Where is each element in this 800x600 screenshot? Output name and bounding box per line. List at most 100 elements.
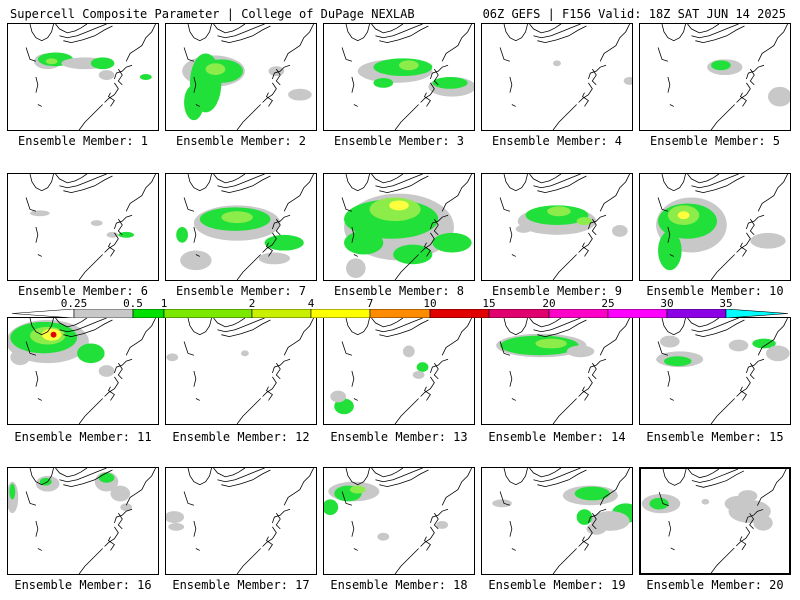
colorbar-tick-label: 35: [719, 297, 733, 310]
member-caption-12: Ensemble Member: 12: [172, 430, 310, 444]
coastline: [667, 226, 671, 243]
scp-area-gray: [166, 353, 179, 362]
coastline: [379, 25, 429, 44]
coastline: [262, 526, 277, 547]
coastline: [591, 362, 597, 380]
colorbar-segment: [488, 309, 550, 318]
member-map-11[interactable]: [7, 317, 159, 425]
coastline: [114, 214, 133, 230]
member-map-3[interactable]: [323, 23, 475, 131]
colorbar-segment: [73, 309, 134, 318]
coastline: [37, 398, 42, 401]
coastline: [736, 376, 751, 397]
scp-area-green: [324, 499, 339, 516]
member-map-svg-10: [656, 174, 788, 280]
coastline: [262, 232, 277, 253]
member-map-svg-2: [182, 24, 314, 130]
member-caption-4: Ensemble Member: 4: [491, 134, 623, 148]
coastline: [341, 491, 353, 506]
member-map-2[interactable]: [165, 23, 317, 131]
scp-area-green: [393, 244, 433, 265]
coastline: [25, 491, 37, 506]
coastline: [657, 47, 669, 62]
colorbar-tick-label: 15: [482, 297, 496, 310]
member-map-13[interactable]: [323, 317, 475, 425]
coastline: [236, 548, 261, 574]
colorbar-min-arrow: [12, 309, 75, 318]
colorbar-segment: [132, 309, 165, 318]
member-map-svg-7: [176, 174, 314, 280]
coastline: [740, 242, 747, 257]
member-map-20[interactable]: [639, 467, 791, 575]
coastline: [221, 175, 271, 194]
scp-area-green: [139, 74, 152, 80]
member-map-1[interactable]: [7, 23, 159, 131]
member-map-9[interactable]: [481, 173, 633, 281]
scp-area-green: [9, 483, 16, 500]
scp-area-light-green: [535, 338, 567, 349]
member-map-8[interactable]: [323, 173, 475, 281]
coastline: [353, 398, 358, 401]
member-map-12[interactable]: [165, 317, 317, 425]
coastline: [272, 214, 291, 230]
coastline: [125, 24, 156, 62]
scp-area-gray: [766, 345, 790, 362]
scp-area-green: [176, 227, 188, 243]
scp-area-green: [90, 57, 115, 70]
coastline: [667, 76, 671, 93]
coastline: [187, 174, 212, 192]
member-map-16[interactable]: [7, 467, 159, 575]
coastline: [529, 174, 562, 184]
member-map-18[interactable]: [323, 467, 475, 575]
member-map-19[interactable]: [481, 467, 633, 575]
coastline: [533, 468, 581, 483]
coastline: [125, 174, 156, 212]
scp-area-gray: [110, 485, 131, 502]
coastline: [283, 468, 314, 506]
member-map-14[interactable]: [481, 317, 633, 425]
coastline: [749, 68, 755, 86]
coastline: [351, 76, 355, 93]
coastline: [266, 242, 273, 257]
scp-area-light-green: [399, 60, 419, 71]
coastline: [217, 174, 265, 189]
coastline: [193, 76, 197, 93]
coastline: [529, 468, 562, 478]
coastline: [746, 64, 765, 80]
member-map-15[interactable]: [639, 317, 791, 425]
coastline: [78, 548, 103, 574]
coastline: [345, 24, 370, 42]
scp-area-green: [663, 356, 692, 367]
coastline: [262, 82, 277, 103]
coastline: [108, 242, 115, 257]
coastline: [187, 318, 212, 336]
coastline: [599, 318, 630, 356]
coastline: [578, 82, 593, 103]
coastline: [236, 398, 261, 424]
colorbar-tick-label: 25: [601, 297, 615, 310]
coastline: [499, 197, 511, 212]
scp-area-gray: [724, 495, 752, 512]
member-map-6[interactable]: [7, 173, 159, 281]
colorbar-segment: [369, 309, 431, 318]
coastline: [669, 398, 674, 401]
colorbar-tick-label: 1: [160, 297, 168, 310]
member-map-10[interactable]: [639, 173, 791, 281]
coastline: [533, 318, 581, 333]
coastline: [217, 318, 265, 333]
member-map-17[interactable]: [165, 467, 317, 575]
member-map-5[interactable]: [639, 23, 791, 131]
coastline: [509, 370, 513, 387]
coastline: [591, 68, 597, 86]
coastline: [740, 386, 747, 401]
member-map-4[interactable]: [481, 23, 633, 131]
coastline: [588, 508, 607, 524]
member-map-7[interactable]: [165, 173, 317, 281]
coastline: [710, 254, 735, 280]
coastline: [195, 398, 200, 401]
member-caption-9: Ensemble Member: 9: [491, 284, 623, 298]
coastline: [187, 24, 212, 42]
coastline: [757, 318, 788, 356]
member-caption-15: Ensemble Member: 15: [646, 430, 784, 444]
coastline: [582, 92, 589, 107]
